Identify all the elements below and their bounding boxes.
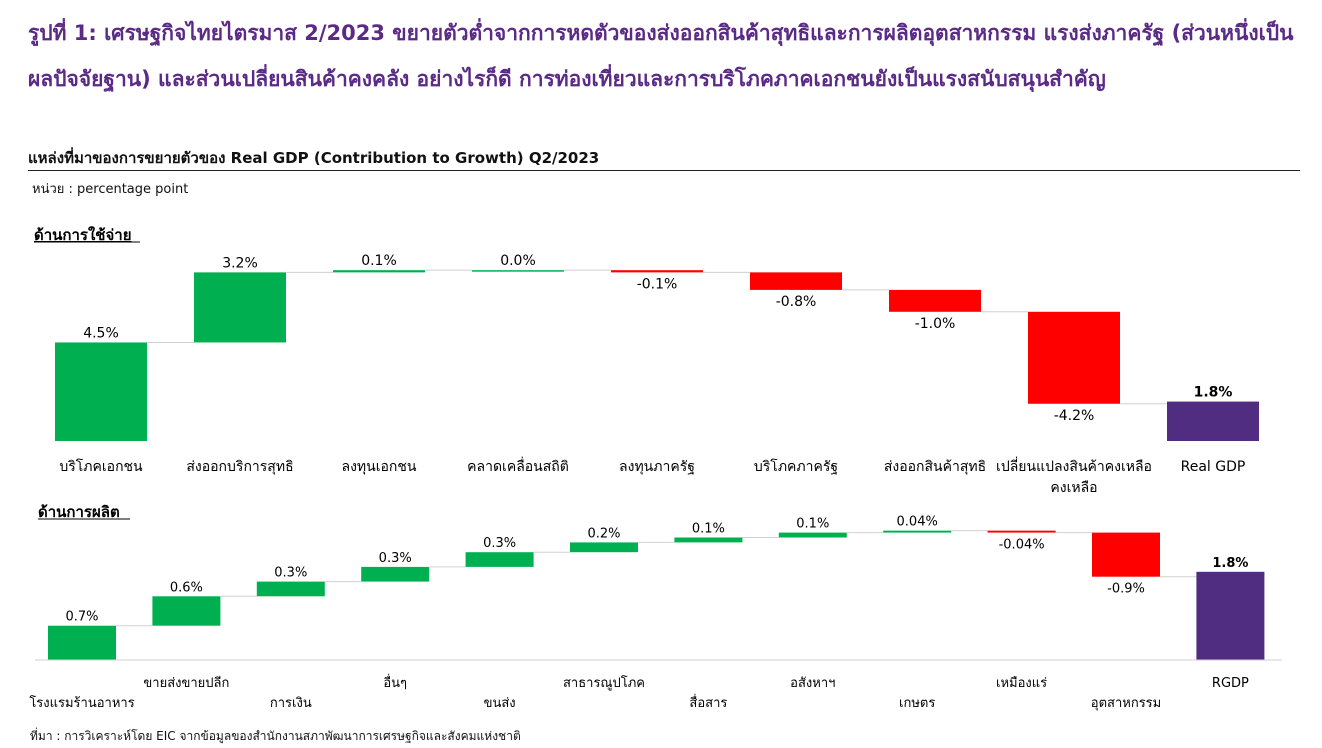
category-label: เกษตร	[899, 696, 935, 711]
category-label: ส่งออกสินค้าสุทธิ	[884, 459, 986, 475]
category-label: เหมืองแร่	[996, 675, 1047, 691]
category-label: ลงทุนภาครัฐ	[619, 459, 695, 475]
expenditure-waterfall: 4.5% บริโภคเอกชน 3.2% ส่งออกบริการสุทธิ 0.1%…	[55, 253, 1259, 496]
category-label: อื่นๆ	[383, 674, 407, 691]
category-label: ขายส่งขายปลีก	[143, 675, 229, 691]
category-label: อุตสาหกรรม	[1091, 696, 1161, 711]
data-label: 0.2%	[587, 526, 620, 541]
category-label: Real GDP	[1181, 459, 1246, 475]
data-label: -0.04%	[999, 538, 1045, 553]
positive-bar	[883, 530, 952, 533]
title-rule	[28, 170, 1300, 171]
negative-bar	[1092, 532, 1160, 577]
category-label: บริโภคเอกชน	[59, 458, 143, 475]
data-label: 0.1%	[692, 522, 725, 537]
data-label: -4.2%	[1054, 408, 1095, 424]
source-note: ที่มา : การวิเคราะห์โดย EIC จากข้อมูลของ…	[30, 729, 521, 743]
category-label: คลาดเคลื่อนสถิติ	[467, 457, 569, 475]
category-label: ขนส่ง	[484, 696, 516, 711]
category-label: คงเหลือ	[1050, 480, 1097, 496]
data-label: 0.3%	[274, 566, 307, 581]
positive-bar	[570, 542, 638, 553]
negative-bar	[1028, 311, 1120, 404]
unit-note: หน่วย : percentage point	[32, 182, 189, 197]
positive-bar	[465, 552, 534, 567]
category-label: อสังหาฯ	[790, 676, 835, 691]
data-label: -0.1%	[637, 276, 678, 292]
panel-label-production: ด้านการผลิต	[38, 503, 120, 521]
positive-bar	[194, 272, 286, 343]
chart-subtitle: แหล่งที่มาของการขยายตัวของ Real GDP (Con…	[28, 149, 600, 167]
negative-bar	[889, 289, 981, 312]
negative-bar	[987, 530, 1056, 533]
data-label: -0.8%	[776, 294, 817, 310]
production-waterfall: 0.7% โรงแรมร้านอาหาร 0.6% ขายส่งขายปลีก 0.3%…	[29, 515, 1282, 711]
data-label: 0.3%	[483, 536, 516, 551]
positive-bar	[778, 532, 847, 538]
positive-bar	[48, 625, 116, 660]
category-label: สื่อสาร	[689, 694, 727, 711]
category-label: บริโภคภาครัฐ	[754, 458, 838, 475]
figure-headline: รูปที่ 1: เศรษฐกิจไทยไตรมาส 2/2023 ขยายต…	[28, 21, 1294, 91]
data-label: 3.2%	[222, 255, 258, 271]
positive-bar	[361, 566, 430, 582]
category-label: เปลี่ยนแปลงสินค้าคงเหลือ	[996, 457, 1152, 475]
data-label: 1.8%	[1194, 385, 1233, 401]
negative-bar	[750, 272, 842, 290]
total-bar	[1167, 401, 1259, 441]
panel-label-expenditure: ด้านการใช้จ่าย	[34, 226, 132, 244]
data-label: 0.1%	[796, 517, 829, 532]
positive-bar	[152, 596, 221, 626]
category-label: สาธารณูปโภค	[563, 675, 645, 691]
category-label: ส่งออกบริการสุทธิ	[186, 459, 293, 475]
positive-bar	[472, 270, 564, 272]
data-label: 0.3%	[379, 551, 412, 566]
data-label: 1.8%	[1212, 556, 1248, 571]
total-bar	[1196, 571, 1265, 660]
data-label: 0.7%	[65, 610, 98, 625]
data-label: -0.9%	[1107, 582, 1145, 597]
positive-bar	[256, 581, 325, 597]
data-label: 0.1%	[361, 253, 397, 269]
positive-bar	[674, 537, 743, 543]
category-label: การเงิน	[270, 696, 312, 711]
data-label: 0.04%	[897, 515, 938, 530]
data-label: 0.0%	[500, 253, 536, 269]
negative-bar	[611, 270, 703, 273]
category-label: RGDP	[1212, 676, 1249, 691]
category-label: โรงแรมร้านอาหาร	[29, 695, 134, 711]
data-label: -1.0%	[915, 316, 956, 332]
positive-bar	[55, 342, 147, 441]
data-label: 0.6%	[170, 580, 203, 595]
positive-bar	[333, 270, 425, 273]
data-label: 4.5%	[83, 325, 119, 341]
category-label: ลงทุนเอกชน	[342, 459, 417, 475]
